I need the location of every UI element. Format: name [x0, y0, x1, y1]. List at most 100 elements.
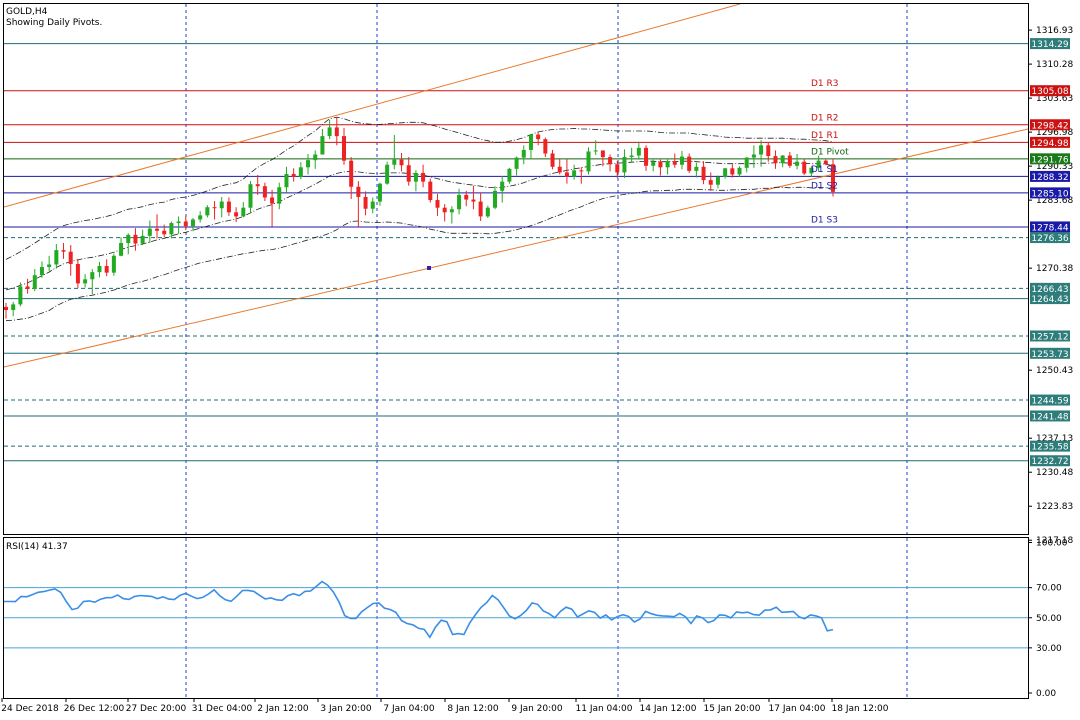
candle-body	[334, 127, 339, 137]
candle-body	[119, 242, 124, 256]
price-tick-label: 1223.83	[1036, 502, 1073, 512]
price-tag-label: 1232.72	[1031, 457, 1068, 467]
price-tag	[1030, 221, 1070, 233]
candle-body	[234, 212, 239, 217]
candle-body	[579, 170, 584, 172]
candle-body	[68, 251, 73, 264]
price-tag-label: 1241.48	[1031, 412, 1068, 422]
candle-body	[226, 201, 231, 213]
candle-body	[550, 153, 555, 167]
candle-body	[421, 172, 426, 182]
candle-body	[255, 184, 260, 187]
candle-body	[90, 272, 95, 280]
candle-body	[536, 134, 541, 140]
candle-body	[564, 172, 569, 177]
candle-body	[457, 194, 462, 210]
candle-body	[75, 263, 80, 284]
bollinger-middle	[5, 160, 834, 291]
rsi-panel	[4, 580, 1028, 649]
candle-body	[651, 161, 656, 166]
price-tag	[1030, 394, 1070, 406]
time-tick-label: 24 Dec 2018	[1, 704, 59, 714]
price-level-lines	[4, 43, 1028, 462]
price-tag	[1030, 187, 1070, 199]
candle-body	[658, 161, 663, 168]
rsi-label: RSI(14) 41.37	[6, 542, 68, 552]
candle-body	[435, 200, 440, 208]
candle-body	[11, 304, 16, 310]
time-tick-label: 27 Dec 20:00	[126, 704, 187, 714]
candle-body	[600, 150, 605, 158]
candle-body	[464, 194, 469, 200]
candle-body	[514, 157, 519, 169]
price-tag	[1030, 232, 1070, 244]
candle-body	[622, 157, 627, 173]
candle-body	[205, 207, 210, 216]
trend-upper-line	[4, 4, 741, 208]
price-tag-label: 1235.58	[1031, 443, 1068, 453]
candle-body	[694, 166, 699, 171]
indicator-marker	[427, 266, 431, 270]
candle-body	[615, 164, 620, 173]
candle-body	[349, 160, 354, 187]
candle-body	[730, 168, 735, 175]
price-tag	[1030, 85, 1070, 97]
candle-body	[248, 184, 253, 208]
candle-body	[18, 286, 23, 305]
time-tick-label: 11 Jan 04:00	[576, 704, 633, 714]
price-tick-label: 1270.38	[1036, 264, 1073, 274]
time-axis: 24 Dec 2018 26 Dec 12:00 27 Dec 20:00 31 De…	[1, 698, 889, 714]
candle-body	[356, 186, 361, 197]
rsi-line	[4, 580, 834, 639]
price-tag-label: 1288.32	[1031, 173, 1068, 183]
candle-body	[493, 190, 498, 208]
candle-body	[737, 167, 742, 175]
candle-body	[507, 168, 512, 182]
candle-body	[780, 155, 785, 164]
price-tag-label: 1257.12	[1031, 332, 1068, 342]
candle-body	[399, 159, 404, 166]
bollinger-lower	[5, 186, 834, 322]
candle-body	[406, 165, 411, 182]
time-tick-label: 15 Jan 20:00	[704, 704, 761, 714]
candle-body	[169, 223, 174, 235]
time-tick-label: 9 Jan 20:00	[511, 704, 563, 714]
candle-body	[715, 177, 720, 185]
time-tick-label: 17 Jan 04:00	[769, 704, 826, 714]
pivot-level-label: D1 Pivot	[811, 147, 849, 157]
price-tag-label: 1266.43	[1031, 285, 1068, 295]
price-tag-label: 1264.43	[1031, 295, 1068, 305]
candle-body	[751, 154, 756, 158]
price-tag-label: 1314.29	[1031, 40, 1068, 50]
candle-body	[133, 234, 138, 244]
price-tag	[1030, 136, 1070, 148]
price-tick-label: 1237.13	[1036, 434, 1073, 444]
price-tag	[1030, 410, 1070, 422]
candle-body	[644, 147, 649, 166]
candle-body	[54, 250, 59, 265]
candle-body	[413, 172, 418, 182]
price-tag-label: 1253.73	[1031, 350, 1068, 360]
price-tag	[1030, 153, 1070, 165]
price-tick-label: 1217.18	[1036, 536, 1073, 546]
candle-body	[679, 156, 684, 165]
price-tag	[1030, 119, 1070, 131]
candle-body	[284, 173, 289, 188]
price-tick-label: 1283.68	[1036, 196, 1073, 206]
price-tag	[1030, 293, 1070, 305]
candle-body	[586, 151, 591, 172]
candle-body	[183, 221, 188, 227]
candle-body	[701, 166, 706, 181]
price-tag	[1030, 455, 1070, 467]
time-tick-label: 14 Jan 12:00	[640, 704, 697, 714]
candle-body	[219, 201, 224, 209]
candle-body	[485, 207, 490, 217]
candle-body	[816, 160, 821, 168]
time-tick-label: 3 Jan 20:00	[320, 704, 372, 714]
price-tag-label: 1298.42	[1031, 121, 1068, 131]
bollinger-bands	[5, 116, 834, 322]
trend-lower-line	[4, 128, 1028, 368]
candle-body	[608, 157, 613, 165]
rsi-tick-label: 0.00	[1036, 689, 1056, 699]
candle-body	[759, 145, 764, 155]
